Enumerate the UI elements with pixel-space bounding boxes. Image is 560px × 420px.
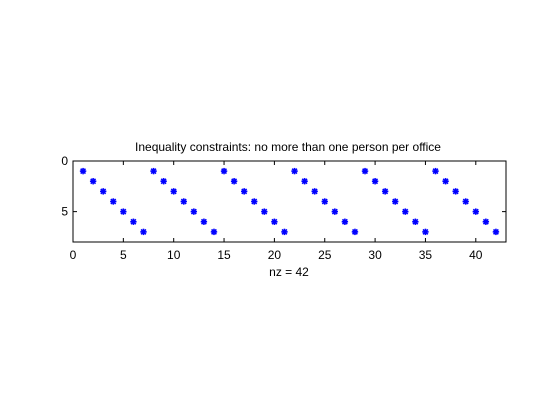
data-point: [200, 218, 208, 225]
data-point: [371, 178, 379, 185]
points-layer: [79, 167, 500, 236]
data-point: [331, 208, 339, 215]
data-point: [301, 178, 308, 185]
data-point: [442, 178, 449, 185]
data-point: [452, 188, 459, 195]
data-point: [251, 198, 258, 205]
data-point: [110, 198, 117, 205]
chart-title: Inequality constraints: no more than one…: [135, 140, 441, 154]
ticks-layer: 0 5 10 15 20 25 30 35 40 0 5: [61, 154, 506, 262]
x-tick-label: 10: [167, 248, 181, 262]
data-point: [240, 188, 248, 195]
data-point: [230, 178, 238, 185]
data-point: [492, 228, 500, 236]
x-tick-label: 20: [268, 248, 282, 262]
data-point: [130, 218, 137, 225]
data-point: [140, 228, 147, 236]
x-tick-label: 30: [368, 248, 382, 262]
data-point: [210, 228, 218, 236]
y-tick-label: 0: [61, 154, 68, 168]
data-point: [89, 178, 97, 185]
data-point: [190, 208, 198, 215]
data-point: [392, 198, 399, 205]
x-tick-label: 0: [70, 248, 77, 262]
data-point: [79, 167, 87, 175]
data-point: [422, 228, 429, 236]
data-point: [341, 218, 349, 225]
data-point: [220, 167, 228, 175]
data-point: [402, 208, 409, 215]
x-tick-label: 40: [469, 248, 483, 262]
data-point: [462, 198, 469, 205]
data-point: [311, 188, 318, 195]
x-axis-label: nz = 42: [269, 265, 309, 279]
y-tick-label: 5: [61, 205, 68, 219]
data-point: [271, 218, 278, 225]
data-point: [100, 188, 107, 195]
data-point: [281, 228, 288, 236]
x-tick-label: 25: [318, 248, 332, 262]
data-point: [412, 218, 419, 225]
data-point: [432, 167, 439, 175]
data-point: [150, 167, 157, 175]
x-tick-label: 35: [419, 248, 433, 262]
data-point: [120, 208, 127, 215]
data-point: [482, 218, 490, 225]
data-point: [361, 167, 369, 175]
plot-area: [72, 160, 507, 243]
data-point: [381, 188, 389, 195]
data-point: [160, 178, 167, 185]
x-tick-label: 15: [217, 248, 231, 262]
data-point: [351, 228, 359, 236]
data-point: [321, 198, 328, 205]
data-point: [180, 198, 187, 205]
x-tick-label: 5: [120, 248, 127, 262]
data-point: [170, 188, 177, 195]
data-point: [291, 167, 298, 175]
data-point: [261, 208, 268, 215]
data-point: [472, 208, 479, 215]
